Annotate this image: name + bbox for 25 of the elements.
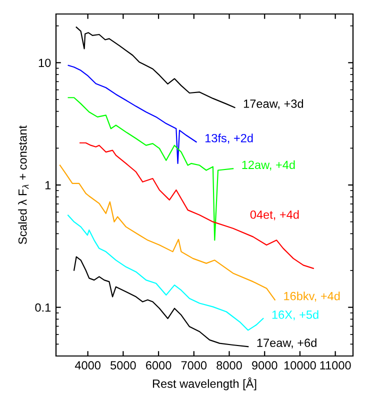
y-tick-label: 1 — [45, 181, 51, 190]
x-tick-label: 5000 — [110, 361, 136, 370]
line-series — [68, 64, 197, 164]
line-series — [80, 142, 314, 269]
series-label: 17eaw, +6d — [257, 338, 316, 348]
line-series — [74, 256, 249, 348]
y-tick-label: 0.1 — [35, 303, 51, 312]
y-tick-label: 10 — [38, 58, 51, 68]
series-label: 04et, +4d — [250, 210, 299, 220]
x-tick-label: 11000 — [320, 361, 351, 370]
series-label: 16X, +5d — [272, 310, 318, 320]
y-axis-title: Scaled λ F$_{λ}$ + constant — [18, 126, 29, 244]
x-tick-label: 7000 — [181, 361, 207, 370]
series-label: 13fs, +2d — [205, 134, 253, 144]
x-axis-title: Rest wavelength [Å] — [152, 377, 256, 390]
x-tick-label: 8000 — [216, 361, 242, 370]
x-tick-label: 10000 — [284, 361, 316, 370]
x-tick-label: 9000 — [252, 361, 278, 370]
line-series — [68, 97, 234, 241]
series-label: 16bkv, +4d — [284, 292, 340, 302]
series-label: 17eaw, +3d — [244, 99, 304, 110]
x-tick-label: 4000 — [74, 361, 100, 370]
line-series — [76, 26, 236, 108]
series-label: 12aw, +4d — [242, 160, 295, 170]
x-tick-label: 6000 — [146, 361, 172, 370]
